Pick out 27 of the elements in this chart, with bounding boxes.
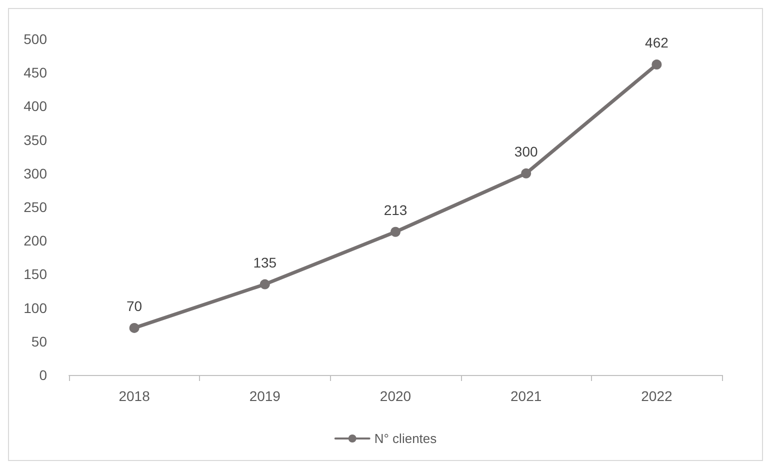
y-tick-label: 0: [39, 367, 48, 383]
y-tick-label: 250: [24, 199, 48, 215]
y-tick-label: 50: [31, 333, 48, 350]
y-tick-label: 450: [24, 64, 48, 81]
y-tick-label: 300: [24, 165, 48, 182]
point: [260, 279, 270, 290]
data-label: 300: [514, 143, 538, 160]
data-label: 213: [384, 202, 408, 218]
data-label: 135: [253, 254, 277, 270]
point: [129, 322, 140, 333]
x-tick-label: 2022: [641, 388, 672, 404]
legend-label: N° clientes: [374, 431, 438, 446]
y-tick-label: 200: [24, 232, 48, 249]
y-tick-label: 500: [24, 31, 48, 47]
y-tick-label: 400: [24, 98, 48, 114]
x-tick-label: 2019: [249, 388, 281, 404]
y-tick-label: 150: [24, 266, 48, 282]
x-tick-label: 2020: [380, 388, 412, 404]
y-tick-label: 350: [24, 132, 48, 148]
point: [390, 226, 400, 237]
y-tick-label: 100: [24, 300, 48, 316]
point: [652, 60, 662, 70]
x-tick-label: 2021: [510, 388, 542, 404]
data-label: 70: [126, 298, 142, 314]
point: [521, 168, 532, 178]
data-label: 462: [645, 34, 669, 51]
x-tick-label: 2018: [118, 388, 150, 404]
